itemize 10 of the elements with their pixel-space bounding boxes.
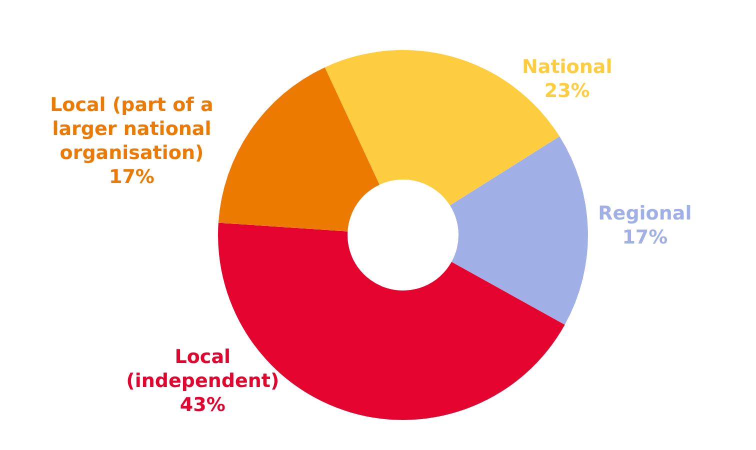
slice-label: Local (independent) — [126, 346, 280, 392]
donut-slice — [450, 136, 588, 325]
data-label: 17% — [622, 226, 668, 249]
slice-label: National — [522, 56, 612, 78]
slice-label: Local (part of a larger national organisation) — [50, 94, 214, 164]
data-label: 23% — [544, 80, 590, 102]
donut-slice — [218, 67, 380, 232]
data-label: 43% — [180, 394, 226, 416]
data-label: 17% — [108, 166, 154, 188]
slice-label: Regional — [598, 202, 692, 225]
